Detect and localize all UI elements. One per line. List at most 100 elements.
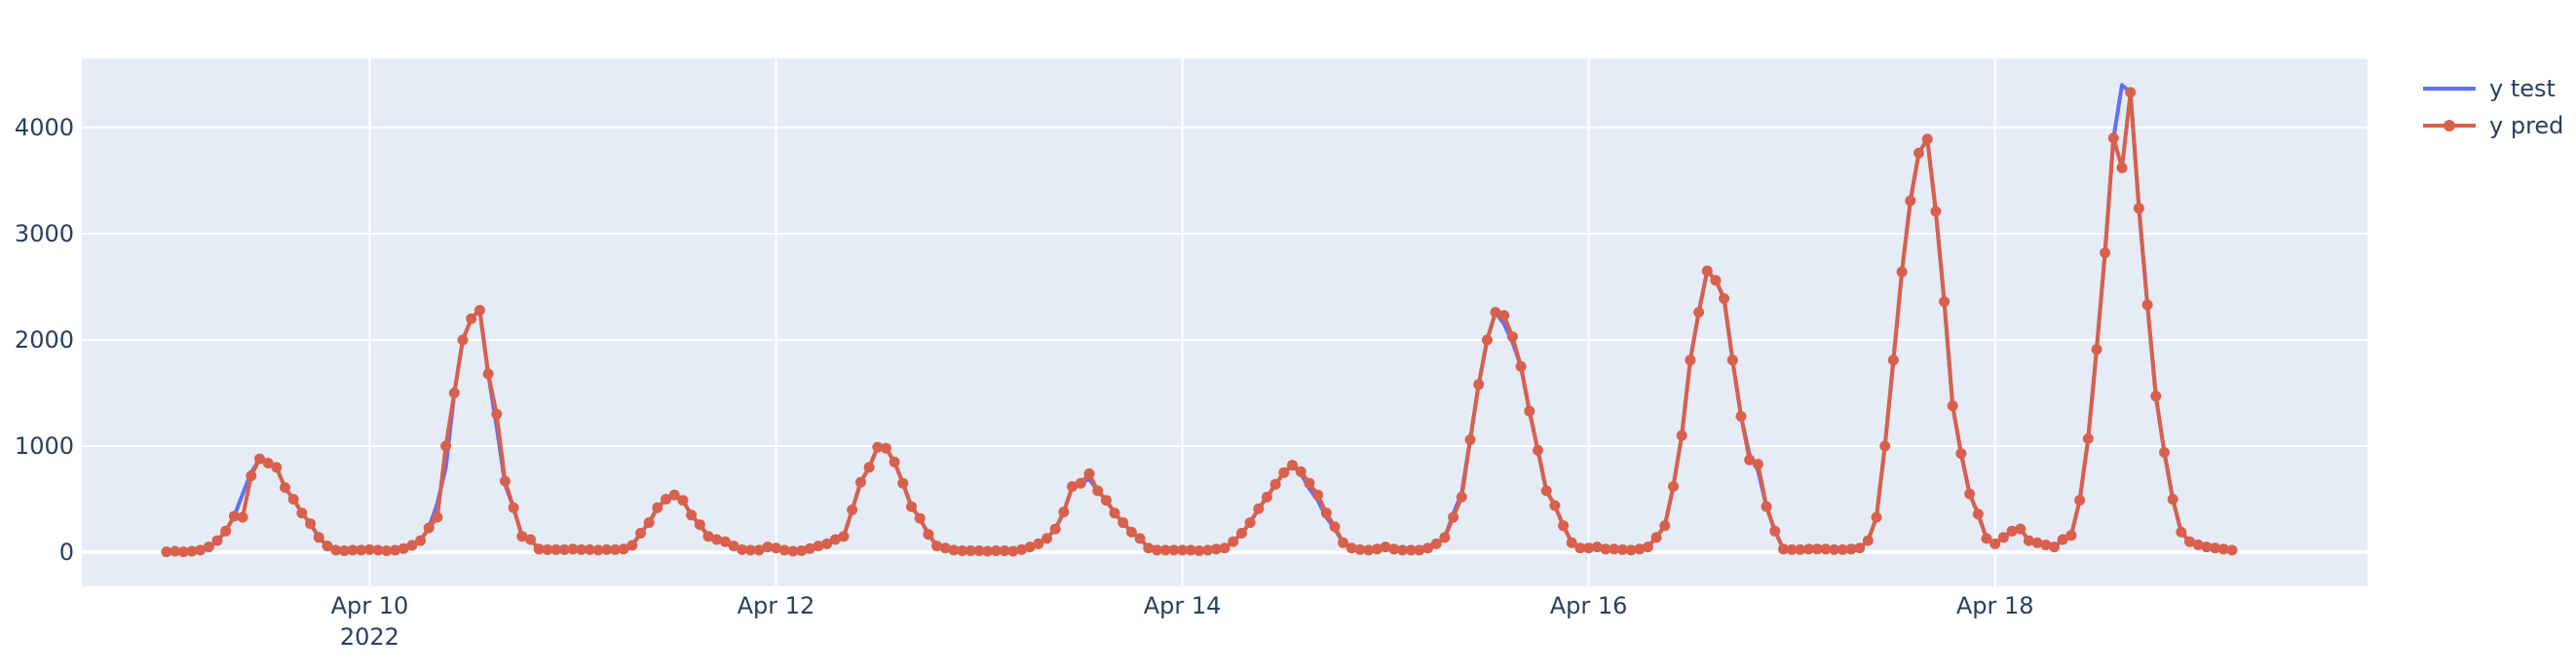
data-point xyxy=(1583,542,1595,554)
data-point xyxy=(2150,391,2162,402)
data-point xyxy=(287,494,299,505)
data-point xyxy=(1295,466,1307,477)
data-point xyxy=(1659,520,1671,532)
data-point xyxy=(1016,543,1027,555)
data-point xyxy=(838,531,850,542)
legend[interactable]: y test y pred xyxy=(2423,75,2563,139)
data-point xyxy=(558,543,570,555)
data-point xyxy=(1210,543,1222,555)
data-point xyxy=(592,544,604,556)
data-point xyxy=(1388,543,1400,555)
data-point xyxy=(1092,485,1104,497)
data-point xyxy=(897,477,909,489)
data-point xyxy=(999,545,1010,556)
data-point xyxy=(1803,543,1814,555)
data-point xyxy=(2141,299,2153,311)
data-point xyxy=(1261,491,1272,503)
data-point xyxy=(1591,541,1603,553)
data-point xyxy=(1185,544,1196,556)
data-point xyxy=(1837,543,1848,555)
data-point xyxy=(1668,481,1679,492)
x-tick-label: Apr 14 xyxy=(1144,592,1222,619)
data-point xyxy=(1685,355,1696,366)
data-point xyxy=(744,544,756,556)
data-point xyxy=(1820,543,1832,555)
data-point xyxy=(771,542,781,554)
data-point xyxy=(1193,545,1205,556)
data-point xyxy=(2074,495,2086,506)
data-point xyxy=(618,543,629,555)
data-point xyxy=(170,545,181,557)
data-point xyxy=(1380,541,1391,553)
plot-background xyxy=(82,58,2368,586)
data-point xyxy=(1744,454,1756,466)
data-point xyxy=(1058,506,1070,518)
data-point xyxy=(1253,503,1265,514)
data-point xyxy=(2184,536,2195,547)
data-point xyxy=(1338,537,1349,548)
data-point xyxy=(1566,537,1577,548)
data-point xyxy=(390,544,400,556)
data-point xyxy=(550,543,562,555)
data-point xyxy=(1177,544,1189,556)
data-point xyxy=(854,476,866,488)
data-point xyxy=(1533,444,1543,456)
data-point xyxy=(1049,523,1061,535)
x-gridlines xyxy=(368,58,1996,586)
data-point xyxy=(1042,533,1052,544)
data-point xyxy=(381,545,393,556)
data-point xyxy=(338,545,350,556)
data-point xyxy=(1329,521,1341,533)
data-point xyxy=(1304,477,1315,489)
data-point xyxy=(778,544,790,556)
data-point xyxy=(508,502,519,513)
legend-item[interactable]: y pred xyxy=(2423,112,2563,139)
data-point xyxy=(1726,355,1738,366)
data-point xyxy=(1921,133,1933,145)
data-point xyxy=(821,538,833,549)
data-point xyxy=(372,544,384,556)
data-point xyxy=(1397,544,1408,556)
data-point xyxy=(246,470,257,482)
data-point xyxy=(1430,538,1442,549)
data-point xyxy=(491,408,503,420)
data-point xyxy=(296,507,308,519)
data-point xyxy=(923,529,934,541)
data-point xyxy=(702,531,714,542)
data-point xyxy=(1007,545,1019,557)
data-point xyxy=(280,482,290,494)
data-point xyxy=(1549,500,1561,511)
data-point xyxy=(2107,132,2119,144)
data-point xyxy=(1871,511,1882,523)
data-point xyxy=(931,541,943,552)
data-point xyxy=(525,534,536,545)
data-point xyxy=(1354,543,1366,555)
data-point xyxy=(1414,544,1425,556)
data-point xyxy=(474,305,485,316)
data-point xyxy=(939,542,951,554)
data-point xyxy=(1845,543,1857,555)
data-point xyxy=(2006,525,2018,537)
legend-item[interactable]: y test xyxy=(2423,75,2556,102)
data-point xyxy=(2057,534,2068,545)
y-tick-label: 4000 xyxy=(15,114,74,141)
data-point xyxy=(1761,501,1772,512)
data-point xyxy=(1829,543,1840,555)
data-point xyxy=(1887,355,1899,366)
data-point xyxy=(661,494,671,505)
data-point xyxy=(1456,491,1467,503)
data-point xyxy=(1625,544,1637,556)
data-point xyxy=(448,388,460,398)
data-point xyxy=(1143,542,1155,554)
data-point xyxy=(973,545,985,556)
data-point xyxy=(1769,525,1781,537)
y-tick-label: 2000 xyxy=(15,326,74,354)
data-point xyxy=(2065,530,2077,541)
data-point xyxy=(668,489,680,501)
data-point xyxy=(313,532,324,543)
data-point xyxy=(398,542,409,554)
data-point xyxy=(1312,489,1324,501)
data-point xyxy=(1947,400,1958,412)
data-point xyxy=(1634,543,1646,555)
data-point xyxy=(1905,195,1916,206)
